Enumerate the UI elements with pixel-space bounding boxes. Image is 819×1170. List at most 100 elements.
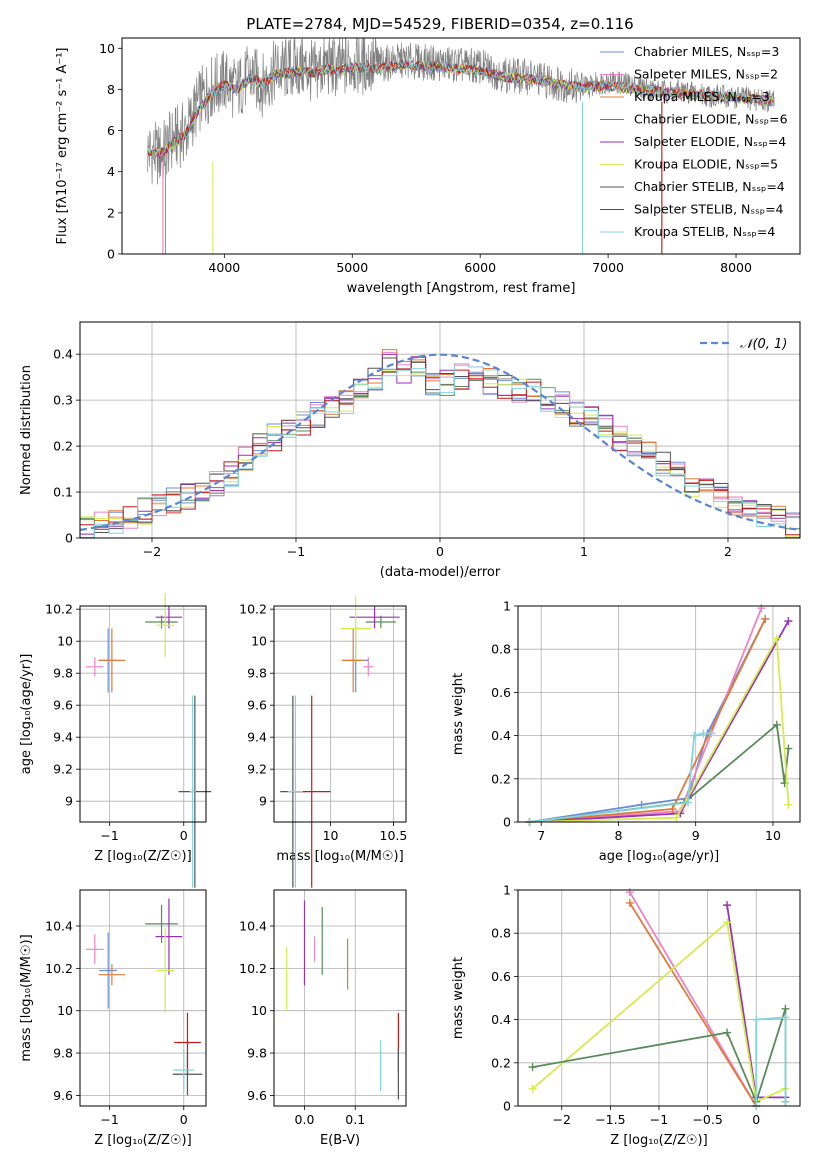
legend-label: Salpeter STELIB, Nₛₛₚ=4 — [634, 202, 784, 217]
y-tick-label: 10.4 — [45, 919, 73, 934]
y-tick-label: 0 — [65, 531, 73, 546]
y-tick-label: 9.6 — [53, 698, 73, 713]
mass-vs-metallicity-panel: −1 0 9.6 9.8 10 10.2 10.4 Z [log₁₀(Z/Z☉)] mass [… — [19, 889, 207, 1148]
legend-label: Kroupa MILES, Nₛₛₚ=3 — [634, 89, 770, 104]
y-tick-label: 8 — [107, 82, 115, 97]
weight-marker — [784, 744, 793, 753]
weight-marker — [668, 805, 677, 814]
weight-marker — [757, 604, 766, 613]
y-tick-label: 9.6 — [247, 1088, 267, 1103]
x-axis-label: mass [log₁₀(M/M☉)] — [276, 849, 403, 864]
age-vs-mass-panel: 10 10.5 9 9.2 9.4 9.6 9.8 10 10.2 mass [log₁₀(M/M… — [239, 596, 407, 888]
weight-marker — [772, 634, 781, 643]
histogram-series — [80, 353, 800, 535]
x-tick-label: 5000 — [336, 260, 368, 275]
weight-vs-metallicity-panel: −2 −1.5 −1 −0.5 0 0 0.2 0.4 0.6 0.8 1 Z [log₁₀(Z/Z☉… — [451, 883, 801, 1148]
y-tick-label: 0 — [503, 815, 511, 830]
weight-marker — [781, 1013, 790, 1022]
x-axis-label: Z [log₁₀(Z/Z☉)] — [94, 1133, 191, 1148]
y-tick-label: 1 — [503, 883, 511, 898]
weight-marker — [761, 614, 770, 623]
y-tick-label: 0.6 — [491, 685, 511, 700]
weight-marker — [528, 1084, 537, 1093]
legend-label: Chabrier MILES, Nₛₛₚ=3 — [634, 44, 779, 59]
x-tick-label: −2 — [553, 1112, 571, 1127]
y-tick-label: 0.8 — [491, 642, 511, 657]
axes-frame — [79, 321, 801, 539]
legend-label: Kroupa ELODIE, Nₛₛₚ=5 — [634, 157, 778, 172]
x-tick-label: 0 — [436, 544, 444, 559]
y-tick-label: 10.2 — [239, 602, 267, 617]
y-tick-label: 9.2 — [247, 762, 267, 777]
weight-marker — [625, 888, 634, 897]
y-tick-label: 2 — [107, 205, 115, 220]
y-tick-label: 10 — [57, 1003, 73, 1018]
y-tick-label: 0.6 — [491, 969, 511, 984]
y-axis-label: mass [log₁₀(M/M☉)] — [19, 934, 34, 1061]
x-tick-label: 8 — [614, 828, 622, 843]
weight-line — [529, 635, 790, 823]
weight-marker — [781, 1097, 790, 1106]
y-tick-label: 0.4 — [491, 1012, 511, 1027]
y-tick-label: 9.4 — [53, 730, 73, 745]
y-tick-label: 10.2 — [45, 961, 73, 976]
y-axis-label: mass weight — [451, 957, 466, 1039]
x-tick-label: 0 — [752, 1112, 760, 1127]
axes-frame — [517, 605, 801, 823]
weight-line — [529, 723, 790, 823]
y-tick-label: 0.8 — [491, 926, 511, 941]
axes-frame — [79, 889, 207, 1107]
weight-marker — [625, 898, 634, 907]
y-tick-label: 10 — [251, 634, 267, 649]
x-tick-label: 1 — [580, 544, 588, 559]
y-tick-label: 9.8 — [247, 666, 267, 681]
weight-marker — [699, 729, 708, 738]
y-tick-label: 0.1 — [53, 485, 73, 500]
weight-line — [529, 607, 763, 823]
axes-frame — [517, 889, 801, 1107]
figure-title: PLATE=2784, MJD=54529, FIBERID=0354, z=0… — [246, 15, 633, 33]
x-tick-label: −1 — [287, 544, 305, 559]
normal-reference-curve — [79, 353, 801, 531]
y-tick-label: 0 — [107, 247, 115, 262]
x-tick-label: 10 — [323, 828, 339, 843]
y-axis-label: age [log₁₀(age/yr)] — [19, 654, 34, 775]
x-tick-label: 0 — [180, 1112, 188, 1127]
weight-line — [532, 920, 786, 1103]
y-tick-label: 10 — [57, 634, 73, 649]
y-tick-label: 9.8 — [53, 666, 73, 681]
axes-frame — [79, 605, 207, 823]
y-tick-label: 0.4 — [53, 347, 73, 362]
y-tick-label: 9.8 — [247, 1046, 267, 1061]
x-tick-label: −0.5 — [692, 1112, 722, 1127]
weight-marker — [528, 1063, 537, 1072]
legend-label: Chabrier ELODIE, Nₛₛₚ=6 — [634, 112, 788, 127]
weight-line — [629, 902, 757, 1107]
y-tick-label: 9.6 — [53, 1088, 73, 1103]
weight-marker — [772, 720, 781, 729]
weight-marker — [690, 731, 699, 740]
x-tick-label: 8000 — [720, 260, 752, 275]
x-axis-label: age [log₁₀(age/yr)] — [599, 849, 720, 864]
legend-label: Kroupa STELIB, Nₛₛₚ=4 — [634, 224, 775, 239]
y-tick-label: 9.6 — [247, 698, 267, 713]
y-tick-label: 0.2 — [491, 771, 511, 786]
y-tick-label: 10 — [251, 1003, 267, 1018]
weight-marker — [784, 800, 793, 809]
x-tick-label: 0 — [180, 828, 188, 843]
y-tick-label: 0.3 — [53, 393, 73, 408]
y-tick-label: 10.2 — [239, 961, 267, 976]
axes-frame — [273, 605, 407, 823]
x-tick-label: 6000 — [464, 260, 496, 275]
x-tick-label: 2 — [724, 544, 732, 559]
weight-line — [755, 1016, 787, 1106]
y-axis-label: Normed distribution — [19, 365, 34, 495]
y-tick-label: 0 — [503, 1099, 511, 1114]
y-tick-label: 0.2 — [53, 439, 73, 454]
x-tick-label: 0.0 — [295, 1112, 315, 1127]
x-tick-label: −1.5 — [595, 1112, 625, 1127]
weight-marker — [723, 1028, 732, 1037]
y-tick-label: 9 — [65, 794, 73, 809]
weight-marker — [707, 729, 716, 738]
residual-histogram-panel: −2 −1 0 1 2 0 0.1 0.2 0.3 0.4 (data-model)/error No… — [19, 321, 801, 580]
